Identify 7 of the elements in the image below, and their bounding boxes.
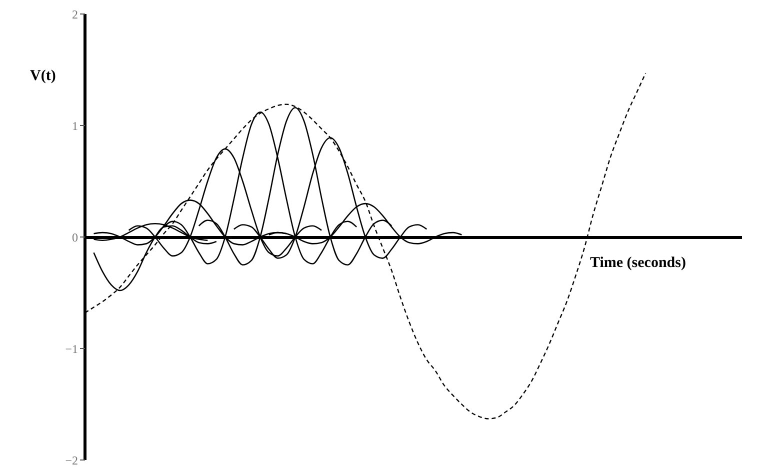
y-tick-label: −2 [65, 453, 78, 467]
x-axis-title: Time (seconds) [590, 255, 686, 272]
y-axis-title: V(t) [30, 68, 56, 85]
y-tick-label: 0 [72, 230, 78, 244]
y-tick-label: −1 [65, 342, 78, 356]
y-tick-label: 1 [72, 118, 78, 133]
y-tick-label: 2 [72, 7, 78, 22]
